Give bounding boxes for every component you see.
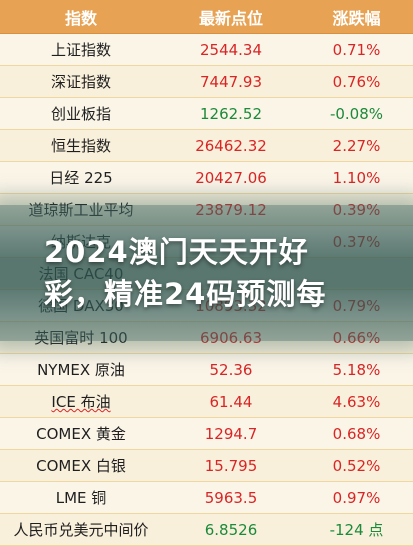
index-change: 0.76% <box>332 72 381 91</box>
banner-line-2: 彩，精准24码预测每 <box>44 277 327 311</box>
index-price: 6.8526 <box>204 520 258 539</box>
table-row[interactable]: ICE 布油 61.44 4.63% <box>0 386 413 418</box>
index-change: 0.71% <box>332 40 381 59</box>
index-name: 创业板指 <box>50 105 111 123</box>
index-name: COMEX 黄金 <box>36 425 126 443</box>
index-name: COMEX 白银 <box>36 457 126 475</box>
table-row[interactable]: COMEX 白银 15.795 0.52% <box>0 450 413 482</box>
index-change: 4.63% <box>332 392 381 411</box>
index-price: 5963.5 <box>204 488 258 507</box>
table-header: 指数 最新点位 涨跌幅 <box>0 0 413 34</box>
index-change: -124 点 <box>329 521 384 539</box>
table-row[interactable]: LME 铜 5963.5 0.97% <box>0 482 413 514</box>
index-name: 恒生指数 <box>50 137 111 155</box>
index-change: 0.68% <box>332 424 381 443</box>
index-name: 人民币兑美元中间价 <box>13 521 149 539</box>
header-price: 最新点位 <box>198 8 263 28</box>
index-price: 15.795 <box>204 456 258 475</box>
header-name: 指数 <box>64 8 97 28</box>
index-name: NYMEX 原油 <box>37 361 125 379</box>
index-change: 2.27% <box>332 136 381 155</box>
header-change: 涨跌幅 <box>332 8 381 28</box>
table-row[interactable]: 人民币兑美元中间价 6.8526 -124 点 <box>0 514 413 546</box>
index-name: 上证指数 <box>50 41 111 59</box>
index-price: 26462.32 <box>195 136 267 155</box>
table-row[interactable]: 日经 225 20427.06 1.10% <box>0 162 413 194</box>
index-price: 1294.7 <box>204 424 258 443</box>
table-row[interactable]: COMEX 黄金 1294.7 0.68% <box>0 418 413 450</box>
banner-line-1: 2024澳门天天开好 <box>44 235 309 269</box>
index-price: 2544.34 <box>199 40 263 59</box>
index-name: 日经 225 <box>49 169 113 187</box>
index-name: ICE 布油 <box>51 393 111 411</box>
index-name: LME 铜 <box>55 489 107 507</box>
index-change: -0.08% <box>329 104 384 123</box>
index-price: 61.44 <box>209 392 253 411</box>
table-row[interactable]: NYMEX 原油 52.36 5.18% <box>0 354 413 386</box>
index-change: 0.52% <box>332 456 381 475</box>
index-name: 深证指数 <box>50 73 111 91</box>
table-row[interactable]: 恒生指数 26462.32 2.27% <box>0 130 413 162</box>
index-price: 20427.06 <box>195 168 267 187</box>
index-price: 7447.93 <box>199 72 263 91</box>
table-row[interactable]: 上证指数 2544.34 0.71% <box>0 34 413 66</box>
index-change: 1.10% <box>332 168 381 187</box>
index-change: 0.97% <box>332 488 381 507</box>
table-row[interactable]: 深证指数 7447.93 0.76% <box>0 66 413 98</box>
index-price: 1262.52 <box>199 104 263 123</box>
table-row[interactable]: 创业板指 1262.52 -0.08% <box>0 98 413 130</box>
overlay-banner: 2024澳门天天开好 彩，精准24码预测每 <box>0 205 413 341</box>
index-price: 52.36 <box>209 360 253 379</box>
index-change: 5.18% <box>332 360 381 379</box>
